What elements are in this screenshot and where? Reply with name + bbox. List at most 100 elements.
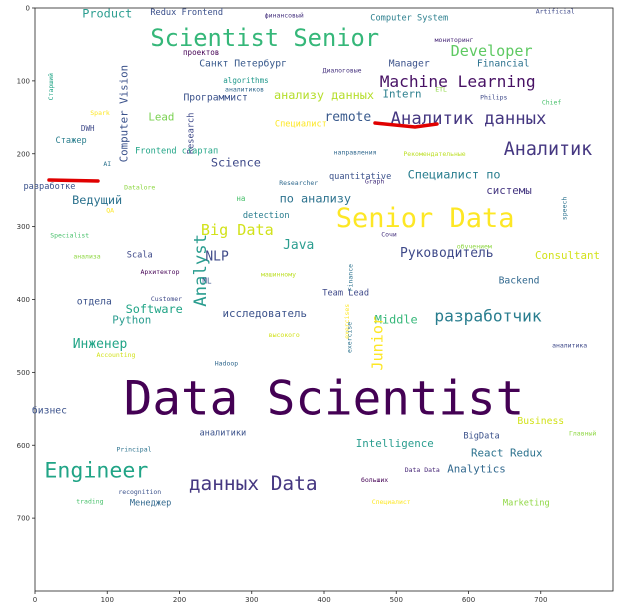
word-86: Business xyxy=(517,416,564,427)
word-61: Scala xyxy=(127,251,153,261)
word-8: проектов xyxy=(183,48,219,57)
word-44: системы xyxy=(486,184,532,197)
word-65: Finance xyxy=(347,264,355,291)
word-34: Рекомендательные xyxy=(403,150,465,158)
word-32: Frontend стартап xyxy=(135,146,218,156)
word-46: на xyxy=(236,194,245,203)
word-98: recognition xyxy=(118,488,161,496)
word-91: React Redux xyxy=(471,446,543,459)
word-63: Архитектор xyxy=(141,268,180,276)
word-52: Big Data xyxy=(201,221,274,239)
word-28: remote xyxy=(324,110,371,125)
word-93: Engineer xyxy=(44,458,148,483)
word-16: аналитиков xyxy=(225,86,264,94)
y-tick-label-7: 700 xyxy=(17,515,30,523)
word-66: ML xyxy=(202,276,212,285)
word-38: quantitative xyxy=(329,172,391,182)
word-33: направления xyxy=(334,148,377,156)
word-10: Manager xyxy=(389,58,430,69)
x-tick-label-4: 400 xyxy=(317,596,330,604)
y-tick-label-5: 500 xyxy=(17,369,30,377)
word-67: Backend xyxy=(499,276,540,287)
word-68: Team Lead xyxy=(322,288,369,298)
word-84: Data Scientist xyxy=(124,372,525,427)
word-5: Scientist Senior xyxy=(150,24,379,52)
word-95: Analytics xyxy=(447,462,506,475)
word-82: Accounting xyxy=(96,351,135,359)
word-78: exercise xyxy=(345,322,353,353)
word-70: Customer xyxy=(151,295,182,303)
word-3: Computer System xyxy=(370,14,448,24)
word-27: DWH xyxy=(81,124,95,133)
word-77: Junior xyxy=(369,316,387,371)
word-81: аналитика xyxy=(552,341,587,349)
word-4: Artificial xyxy=(536,8,575,16)
red-mark-intern xyxy=(373,121,439,129)
word-80: Инженер xyxy=(73,337,128,352)
x-tick-label-3: 300 xyxy=(245,596,258,604)
word-76: exercises xyxy=(343,304,351,339)
x-tick-label-7: 700 xyxy=(534,596,547,604)
word-39: Специалист по xyxy=(408,167,501,181)
word-14: Machine Learning xyxy=(380,72,536,91)
word-60: Consultant xyxy=(535,249,600,262)
word-53: Specialist xyxy=(50,231,89,239)
word-71: Software xyxy=(126,302,183,316)
word-43: разработке xyxy=(23,181,75,192)
word-26: Spark xyxy=(90,109,110,117)
word-25: Lead xyxy=(148,110,174,123)
word-49: QA xyxy=(106,207,114,215)
x-tick-label-2: 200 xyxy=(173,596,186,604)
word-89: BigData xyxy=(463,431,499,441)
word-40: Researcher xyxy=(279,179,318,187)
y-tick-label-6: 600 xyxy=(17,442,30,450)
y-tick-label-4: 400 xyxy=(17,296,30,304)
word-58: NLP xyxy=(205,250,229,265)
word-92: Principal xyxy=(116,446,151,454)
word-73: разработчик xyxy=(434,306,541,325)
word-56: обучением xyxy=(457,242,492,250)
word-37: Science xyxy=(211,156,261,170)
y-tick-label-1: 100 xyxy=(17,77,30,85)
word-87: аналитики xyxy=(199,428,246,438)
x-tick-label-5: 500 xyxy=(390,596,403,604)
y-tick-label-3: 300 xyxy=(17,223,30,231)
word-41: Graph xyxy=(365,177,385,185)
x-tick-label-0: 0 xyxy=(33,596,37,604)
word-21: Philips xyxy=(480,94,507,102)
word-47: по анализу xyxy=(280,191,352,205)
word-18: Программист xyxy=(183,93,247,104)
word-94: Data Data xyxy=(405,466,440,474)
word-59: Руководитель xyxy=(400,246,494,261)
word-62: анализа xyxy=(73,253,100,261)
word-45: Ведущий xyxy=(72,193,122,207)
word-35: Аналитик xyxy=(504,139,592,160)
word-55: Java xyxy=(283,238,314,253)
word-72: исследователь xyxy=(222,307,307,320)
word-22: ETL xyxy=(435,86,447,94)
word-7: Developer xyxy=(451,42,533,60)
word-layer: Product Redux Frontend финансовый Computer … xyxy=(23,6,600,508)
word-83: Hadoop xyxy=(215,360,238,368)
word-17: Computer Vision xyxy=(118,65,131,163)
word-74: Python xyxy=(112,314,151,327)
y-tick-label-0: 0 xyxy=(26,5,30,13)
x-axis-ticks: 0 100 200 300 400 500 600 700 xyxy=(33,591,547,604)
word-79: высокого xyxy=(269,331,300,339)
word-0: Product xyxy=(82,6,132,20)
word-97: больших xyxy=(361,476,388,484)
word-57: Analyst xyxy=(191,234,211,307)
word-96: данных Data xyxy=(189,472,318,495)
word-75: Middle xyxy=(375,312,418,326)
word-42: Datalore xyxy=(124,183,155,191)
word-51: Senior Data xyxy=(336,203,515,234)
x-tick-label-6: 600 xyxy=(462,596,475,604)
word-20: Intern xyxy=(383,88,422,101)
word-88: Главный xyxy=(569,430,596,438)
word-9: Санкт Петербург xyxy=(199,57,287,69)
word-23: Chief xyxy=(542,99,562,107)
plot-frame xyxy=(34,7,614,592)
word-99: trading xyxy=(76,497,103,505)
y-tick-label-2: 200 xyxy=(17,150,30,158)
